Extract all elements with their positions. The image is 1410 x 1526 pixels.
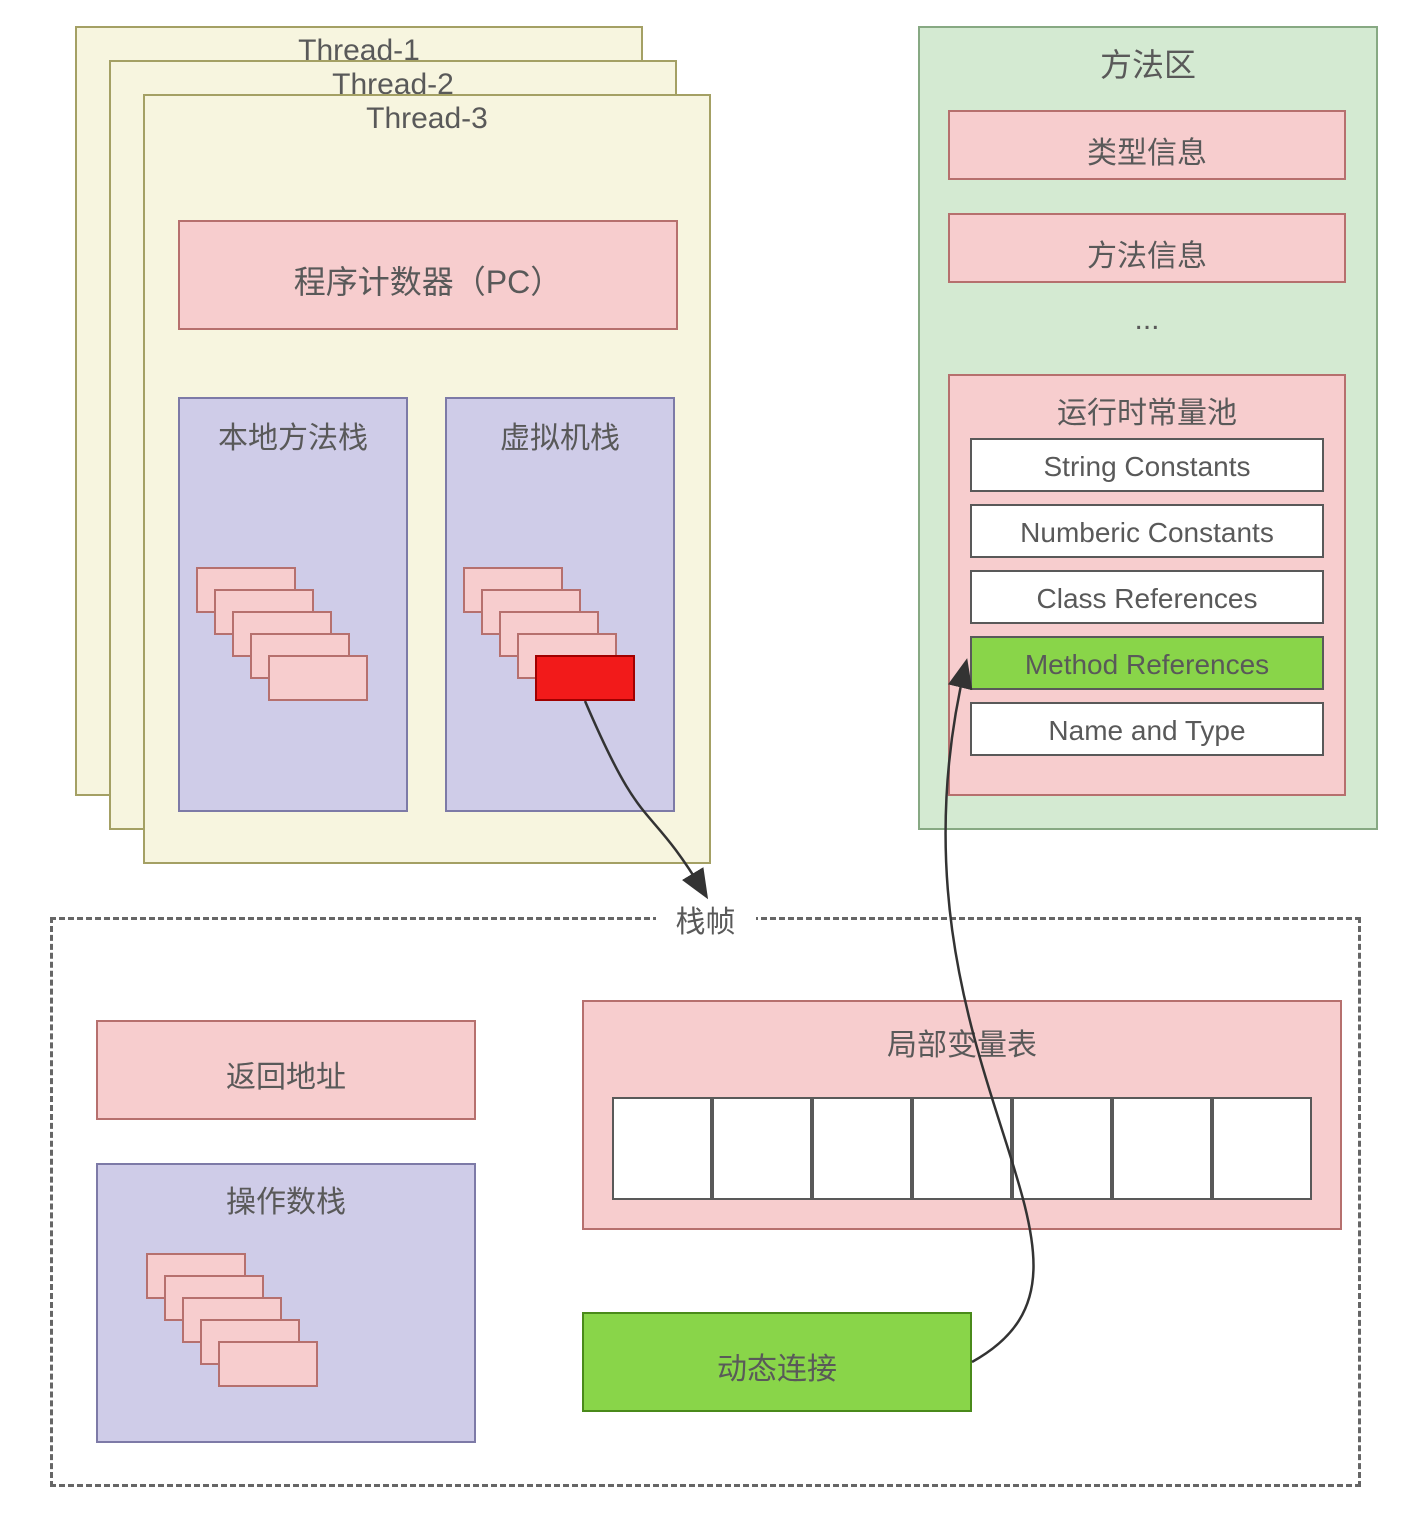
type-info-box: 类型信息 [948,110,1346,180]
local-var-slot [812,1097,912,1200]
stack-frame-title: 栈帧 [656,897,756,937]
dynamic-link-label: 动态连接 [584,1344,970,1388]
pool-item: Class References [970,570,1324,624]
method-info-label: 方法信息 [950,231,1344,275]
stack-frame-mini-active [535,655,635,701]
pool-item: String Constants [970,438,1324,492]
pool-item-method-references: Method References [970,636,1324,690]
diagram-canvas: Thread-1Thread-2Thread-3程序计数器（PC）本地方法栈虚拟… [0,0,1410,1526]
local-var-slot [912,1097,1012,1200]
type-info-label: 类型信息 [950,128,1344,172]
local-var-slot [712,1097,812,1200]
pc-register-box: 程序计数器（PC） [178,220,678,330]
ellipsis: ... [948,303,1346,343]
pool-item: Numberic Constants [970,504,1324,558]
local-var-slot [1012,1097,1112,1200]
native-stack-label: 本地方法栈 [180,413,406,457]
operand-stack: 操作数栈 [96,1163,476,1443]
operand-stack-label: 操作数栈 [98,1177,474,1221]
dynamic-linking-box: 动态连接 [582,1312,972,1412]
local-var-slot [1212,1097,1312,1200]
vm-stack-label: 虚拟机栈 [447,413,673,457]
local-var-slot [1112,1097,1212,1200]
return-address-label: 返回地址 [98,1052,474,1096]
thread-label: Thread-3 [145,102,709,136]
method-info-box: 方法信息 [948,213,1346,283]
stack-frame-mini [218,1341,318,1387]
pc-register-label: 程序计数器（PC） [180,257,676,303]
pool-item: Name and Type [970,702,1324,756]
return-address-box: 返回地址 [96,1020,476,1120]
pool-title: 运行时常量池 [950,388,1344,432]
local-vars-label: 局部变量表 [584,1020,1340,1064]
local-var-slot [612,1097,712,1200]
stack-frame-mini [268,655,368,701]
method-area-title: 方法区 [920,40,1376,86]
